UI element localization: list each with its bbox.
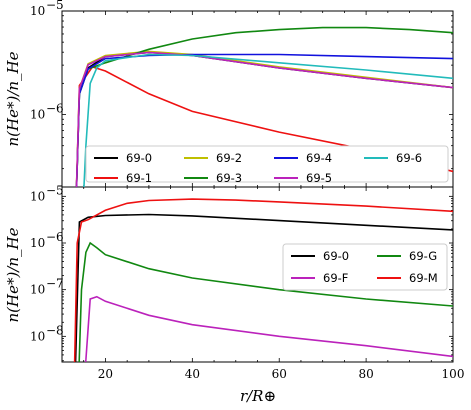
legend-label: 69-6 (396, 151, 422, 165)
x-tick-label: 60 (272, 367, 287, 381)
bottom-panel-series (73, 198, 453, 362)
legend-label: 69-0 (126, 151, 152, 165)
series-line-69-f (84, 295, 453, 362)
y-axis-label: n(He*)/n_He (4, 227, 22, 322)
series-line-69-g (78, 241, 453, 362)
bottom-panel-legend: 69-0 69-G 69-F 69-M (282, 243, 448, 291)
legend-box (282, 243, 448, 291)
legend-label: 69-5 (306, 171, 332, 185)
y-tick-label: 10 (30, 329, 45, 343)
y-tick-label: 10 (30, 283, 45, 297)
y-tick-exponent: −8 (46, 323, 64, 337)
legend-label: 69-F (323, 271, 348, 285)
legend-label: 69-M (409, 271, 438, 285)
legend-label: 69-1 (126, 171, 152, 185)
top-panel-series (75, 26, 453, 187)
legend-label: 69-4 (306, 151, 332, 165)
axis-labels: 10 −510 −610 −510 −610 −710 −820 40 60 80 100r/R⊕n… (4, 0, 464, 405)
legend-label: 69-0 (323, 249, 349, 263)
y-tick-label: 10 (30, 108, 45, 122)
y-tick-exponent: −5 (46, 0, 64, 12)
x-tick-label: 100 (442, 367, 465, 381)
series-line-69-m (73, 198, 453, 362)
axis-ticks (61, 10, 454, 362)
x-tick-label: 80 (358, 367, 373, 381)
y-tick-exponent: −6 (46, 230, 64, 244)
x-tick-label: 20 (98, 367, 113, 381)
legend-label: 69-3 (216, 171, 242, 185)
series-line-69-6 (83, 53, 453, 187)
y-tick-label: 10 (30, 189, 45, 203)
y-tick-label: 10 (30, 4, 45, 18)
x-axis-label: r/R⊕ (240, 387, 276, 405)
y-axis-label: n(He*)/n_He (4, 51, 22, 146)
legend-label: 69-G (409, 249, 437, 263)
y-tick-exponent: −5 (46, 183, 64, 197)
legend-box (85, 145, 449, 183)
series-line-69-4 (75, 53, 453, 187)
top-panel-legend: 69-0 69-2 69-4 69-6 69-1 69-3 69-5 (85, 145, 449, 185)
series-line-69-0 (74, 213, 453, 362)
x-tick-label: 40 (185, 367, 200, 381)
y-tick-label: 10 (30, 236, 45, 250)
legend-label: 69-2 (216, 151, 242, 165)
series-line-69-2 (75, 50, 453, 187)
y-tick-exponent: −7 (46, 277, 64, 291)
y-tick-exponent: −6 (46, 102, 64, 116)
series-line-69-5 (75, 51, 453, 187)
